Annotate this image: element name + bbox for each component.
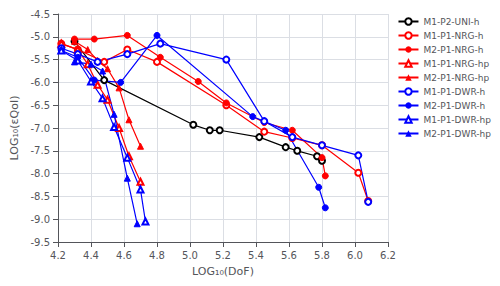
svg-text:-8.0: -8.0 [30, 168, 50, 179]
svg-text:M1-P1-DWR-hp: M1-P1-DWR-hp [423, 115, 491, 125]
svg-text:LOG₁₀(DoF): LOG₁₀(DoF) [192, 265, 254, 278]
svg-text:M1-P1-NRG-h: M1-P1-NRG-h [423, 31, 483, 41]
svg-text:4.2: 4.2 [50, 250, 66, 261]
svg-text:-5.0: -5.0 [30, 31, 50, 42]
svg-text:4.4: 4.4 [83, 250, 99, 261]
svg-text:-5.5: -5.5 [30, 54, 50, 65]
svg-text:5.8: 5.8 [314, 250, 330, 261]
svg-text:-7.0: -7.0 [30, 123, 50, 134]
svg-text:5.4: 5.4 [248, 250, 264, 261]
svg-text:-9.0: -9.0 [30, 214, 50, 225]
svg-text:5.0: 5.0 [182, 250, 198, 261]
svg-text:5.2: 5.2 [215, 250, 231, 261]
svg-text:M1-P1-NRG-hp: M1-P1-NRG-hp [423, 59, 489, 69]
svg-text:M1-P2-UNI-h: M1-P2-UNI-h [423, 17, 479, 27]
svg-text:-7.5: -7.5 [30, 145, 50, 156]
svg-text:-9.5: -9.5 [30, 237, 50, 248]
svg-text:-6.0: -6.0 [30, 77, 50, 88]
svg-text:M2-P1-DWR-hp: M2-P1-DWR-hp [423, 129, 491, 139]
svg-text:6.2: 6.2 [380, 250, 396, 261]
svg-text:5.6: 5.6 [281, 250, 297, 261]
svg-text:4.8: 4.8 [149, 250, 165, 261]
svg-text:LOG₁₀(εQoI): LOG₁₀(εQoI) [8, 96, 21, 161]
svg-text:M2-P1-NRG-h: M2-P1-NRG-h [423, 45, 483, 55]
svg-text:-8.5: -8.5 [30, 191, 50, 202]
svg-text:6.0: 6.0 [347, 250, 363, 261]
svg-text:M2-P1-NRG-hp: M2-P1-NRG-hp [423, 73, 489, 83]
svg-text:M1-P1-DWR-h: M1-P1-DWR-h [423, 87, 485, 97]
svg-text:-6.5: -6.5 [30, 100, 50, 111]
svg-text:4.6: 4.6 [116, 250, 132, 261]
svg-text:-4.5: -4.5 [30, 9, 50, 20]
svg-text:M2-P1-DWR-h: M2-P1-DWR-h [423, 101, 485, 111]
